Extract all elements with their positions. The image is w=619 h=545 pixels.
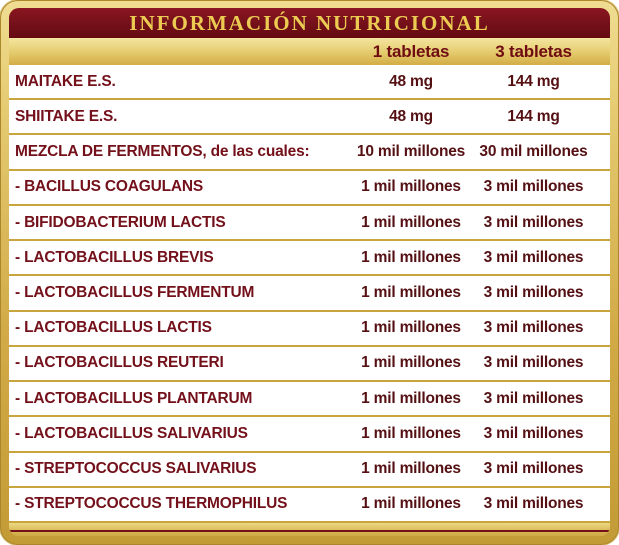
nutrition-table: MAITAKE E.S. 48 mg 144 mg SHIITAKE E.S. … xyxy=(9,65,610,522)
row-ingredient-name: - LACTOBACILLUS SALIVARIUS xyxy=(15,424,248,442)
row-ingredient-name: - LACTOBACILLUS BREVIS xyxy=(15,248,214,266)
row-value-3-tabletas: 3 mil millones xyxy=(483,319,584,337)
column-header-3-tabletas: 3 tabletas xyxy=(495,41,572,61)
row-value-1-tableta: 1 mil millones xyxy=(361,354,461,372)
table-row: - BIFIDOBACTERIUM LACTIS 1 mil millones … xyxy=(9,203,610,240)
table-row: - LACTOBACILLUS REUTERI 1 mil millones 3… xyxy=(9,344,610,381)
row-value-1-tableta: 1 mil millones xyxy=(361,495,461,513)
row-ingredient-name: - STREPTOCOCCUS THERMOPHILUS xyxy=(15,495,288,513)
row-ingredient-name: - BACILLUS COAGULANS xyxy=(15,178,204,196)
row-value-1-tableta: 1 mil millones xyxy=(361,424,461,442)
table-row: MAITAKE E.S. 48 mg 144 mg xyxy=(9,65,610,99)
row-value-1-tableta: 10 mil millones xyxy=(356,143,466,161)
row-value-3-tabletas: 3 mil millones xyxy=(483,424,584,442)
row-value-3-tabletas: 30 mil millones xyxy=(479,143,588,161)
table-row: - LACTOBACILLUS BREVIS 1 mil millones 3 … xyxy=(9,239,610,275)
row-ingredient-name: - LACTOBACILLUS FERMENTUM xyxy=(15,284,255,302)
row-value-1-tableta: 1 mil millones xyxy=(361,319,461,337)
row-value-1-tableta: 1 mil millones xyxy=(361,284,461,302)
row-ingredient-name: SHIITAKE E.S. xyxy=(15,107,118,125)
row-value-3-tabletas: 3 mil millones xyxy=(483,389,584,407)
table-row: - LACTOBACILLUS SALIVARIUS 1 mil millone… xyxy=(9,415,610,451)
table-row: - BACILLUS COAGULANS 1 mil millones 3 mi… xyxy=(9,168,610,204)
table-row: - LACTOBACILLUS PLANTARUM 1 mil millones… xyxy=(9,380,610,416)
column-header-row: 1 tabletas 3 tabletas xyxy=(9,38,610,65)
table-row: - STREPTOCOCCUS THERMOPHILUS 1 mil millo… xyxy=(9,485,610,522)
row-ingredient-name: - LACTOBACILLUS LACTIS xyxy=(15,319,212,337)
row-ingredient-name: MEZCLA DE FERMENTOS, de las cuales: xyxy=(15,143,310,161)
row-value-3-tabletas: 3 mil millones xyxy=(483,460,584,478)
table-row: - STREPTOCOCCUS SALIVARIUS 1 mil millone… xyxy=(9,450,610,486)
footer-band xyxy=(9,521,610,536)
table-row: MEZCLA DE FERMENTOS, de las cuales: 10 m… xyxy=(9,133,610,169)
footer-rule xyxy=(9,530,610,532)
row-ingredient-name: - LACTOBACILLUS REUTERI xyxy=(15,354,224,372)
label-title: INFORMACIÓN NUTRICIONAL xyxy=(129,10,490,35)
row-value-3-tabletas: 3 mil millones xyxy=(483,495,584,513)
row-value-3-tabletas: 3 mil millones xyxy=(483,213,584,231)
title-bar: INFORMACIÓN NUTRICIONAL xyxy=(9,8,610,38)
row-value-3-tabletas: 144 mg xyxy=(507,107,560,125)
row-value-3-tabletas: 3 mil millones xyxy=(483,178,584,196)
table-row: SHIITAKE E.S. 48 mg 144 mg xyxy=(9,98,610,134)
row-value-3-tabletas: 3 mil millones xyxy=(483,354,584,372)
table-row: - LACTOBACILLUS LACTIS 1 mil millones 3 … xyxy=(9,309,610,345)
row-value-1-tableta: 1 mil millones xyxy=(361,248,461,266)
row-value-3-tabletas: 3 mil millones xyxy=(483,284,584,302)
nutrition-label-body: INFORMACIÓN NUTRICIONAL 1 tabletas 3 tab… xyxy=(9,8,610,536)
row-value-1-tableta: 48 mg xyxy=(389,72,433,90)
column-header-1-tableta: 1 tabletas xyxy=(372,41,450,61)
row-value-1-tableta: 1 mil millones xyxy=(361,178,461,196)
row-ingredient-name: - LACTOBACILLUS PLANTARUM xyxy=(15,389,253,407)
row-value-1-tableta: 1 mil millones xyxy=(361,460,461,478)
row-value-3-tabletas: 144 mg xyxy=(507,72,560,90)
row-value-3-tabletas: 3 mil millones xyxy=(483,248,584,266)
row-value-1-tableta: 1 mil millones xyxy=(361,389,461,407)
row-ingredient-name: - STREPTOCOCCUS SALIVARIUS xyxy=(15,460,257,478)
row-value-1-tableta: 1 mil millones xyxy=(361,213,461,231)
table-row: - LACTOBACILLUS FERMENTUM 1 mil millones… xyxy=(9,274,610,310)
row-value-1-tableta: 48 mg xyxy=(389,107,433,125)
row-ingredient-name: - BIFIDOBACTERIUM LACTIS xyxy=(15,213,226,231)
row-ingredient-name: MAITAKE E.S. xyxy=(15,72,116,90)
